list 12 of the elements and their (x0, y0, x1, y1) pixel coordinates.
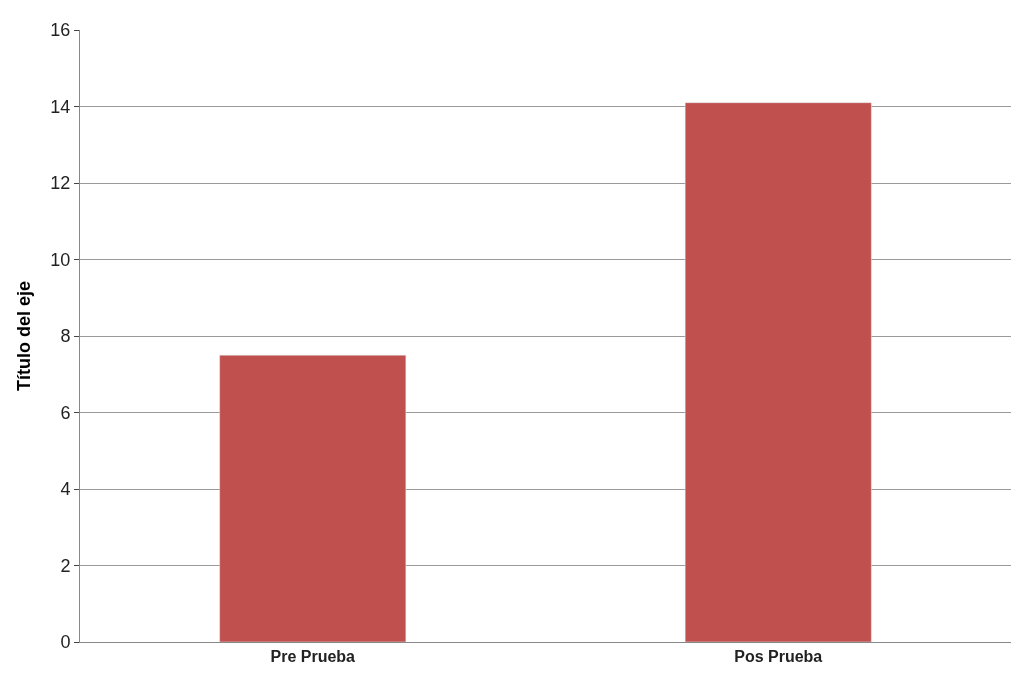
y-tick-label: 6 (60, 402, 71, 423)
y-tick-label: 10 (50, 249, 71, 270)
x-tick-label: Pre Prueba (270, 648, 356, 666)
y-tick-label: 8 (60, 326, 71, 347)
y-tick-label: 2 (60, 555, 71, 576)
y-tick-label: 12 (50, 173, 71, 194)
y-axis-title: Título del eje (13, 280, 34, 392)
x-tick-label: Pos Prueba (734, 648, 823, 666)
y-tick-label: 4 (60, 479, 71, 500)
y-tick-label: 16 (50, 20, 71, 41)
y-tick-label: 14 (50, 96, 71, 117)
y-tick-label: 0 (60, 632, 71, 653)
